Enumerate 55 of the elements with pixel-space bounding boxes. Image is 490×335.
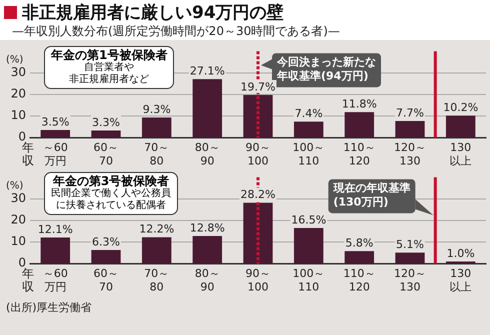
x-tick-label: 110～ 120 [343, 267, 376, 294]
y-tick-label: 20 [10, 212, 26, 227]
data-label: 3.3% [92, 116, 120, 129]
annotation: に扶養されている配偶者 [55, 200, 167, 212]
x-tick-label: 120～ 130 [394, 267, 426, 294]
data-label: 19.7% [240, 80, 276, 94]
annotation: 非正規雇用者など [68, 74, 150, 86]
x-tick-label: 90～ 100 [246, 141, 270, 168]
x-tick-label: 100～ 110 [292, 267, 325, 294]
text: (出所)厚生労働省 [6, 300, 92, 315]
data-label: 12.1% [38, 222, 73, 236]
x-tick-label: 120～ 130 [394, 141, 426, 168]
data-label: 6.3% [92, 235, 120, 248]
data-label: 16.5% [291, 213, 326, 226]
annotation: 自営業者や [83, 62, 136, 74]
x-tick-label: 110～ 120 [343, 141, 376, 168]
data-label: 7.4% [294, 106, 323, 120]
data-label: 7.7% [396, 106, 424, 120]
y-tick-label: 10 [10, 108, 26, 122]
y-tick-label: 30 [10, 64, 26, 79]
x-tick-label: 60～ 70 [94, 267, 118, 294]
annotation: 年金の第3号被保険者 [52, 174, 170, 188]
y-axis-title: (%) [6, 180, 24, 192]
data-label: 3.5% [41, 115, 70, 128]
ref-line-label: 現在の年収基準(130万円) [332, 182, 410, 209]
x-tick-label: 60～ 70 [94, 141, 118, 168]
x-tick-label: 130 以上 [450, 267, 472, 294]
chart-subtitle: —年収別人数分布(週所定労働時間が20～30時間である者)— [12, 23, 340, 40]
x-tick-label: ～60 万円 [42, 141, 68, 168]
data-label: 11.8% [342, 97, 377, 110]
ref-line-label: 今回決まった新たな年収基準(94万円) [276, 56, 376, 83]
data-label: 5.8% [345, 236, 374, 250]
data-label: 5.1% [396, 238, 424, 251]
y-tick-label: 10 [10, 234, 26, 248]
annotation: 年金の第1号被保険者 [51, 48, 168, 62]
data-label: 10.2% [443, 100, 478, 114]
data-label: 12.2% [139, 222, 174, 236]
x-tick-label: 100～ 110 [292, 141, 325, 168]
y-tick-label: 20 [10, 86, 26, 101]
x-tick-label: ～60 万円 [42, 267, 68, 294]
y-axis-title: (%) [6, 54, 24, 66]
x-tick-label: 80～ 90 [194, 141, 220, 168]
x-tick-label: 80～ 90 [194, 267, 220, 294]
x-tick-label: 130 以上 [450, 141, 472, 168]
chart-title: 非正規雇用者に厳しい94万円の壁 [22, 2, 284, 24]
x-tick-label: 70～ 80 [144, 141, 170, 168]
annotation: 民間企業で働く人や公務員 [51, 188, 171, 200]
data-label: 1.0% [446, 246, 475, 260]
x-tick-label: 90～ 100 [246, 267, 270, 294]
data-label: 12.8% [190, 221, 225, 234]
data-label: 27.1% [190, 64, 225, 78]
y-tick-label: 30 [10, 190, 26, 205]
data-label: 28.2% [240, 188, 276, 202]
x-tick-label: 70～ 80 [144, 267, 170, 294]
data-label: 9.3% [142, 102, 171, 116]
